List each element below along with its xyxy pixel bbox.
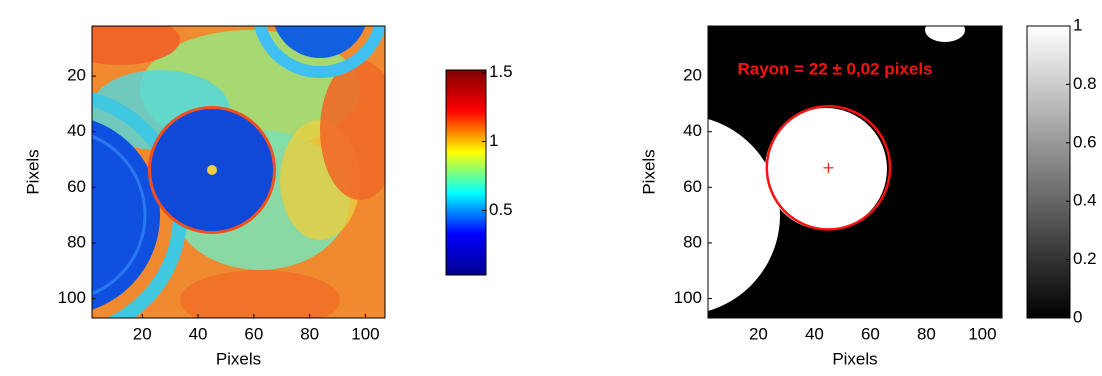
colorbar-tick-label: 1 (489, 131, 498, 150)
y-axis-label: Pixels (23, 149, 42, 194)
x-tick-label: 20 (749, 324, 768, 343)
colorbar-tick-label: 0.4 (1073, 191, 1097, 210)
colorbar (1026, 25, 1071, 319)
y-tick-label: 20 (67, 66, 86, 85)
x-tick-label: 100 (351, 324, 379, 343)
heatmap-image (708, 26, 1002, 318)
y-tick-label: 60 (683, 177, 702, 196)
x-tick-label: 60 (244, 324, 263, 343)
heatmap-image (92, 26, 385, 318)
colorbar-tick-label: 1.5 (489, 62, 513, 81)
x-tick-label: 40 (189, 324, 208, 343)
y-tick-label: 40 (67, 121, 86, 140)
axes-frame (707, 25, 1003, 319)
x-tick-label: 80 (917, 324, 936, 343)
colorbar-tick-label: 0 (1073, 307, 1082, 326)
x-tick-label: 80 (300, 324, 319, 343)
x-axis-label: Pixels (832, 349, 877, 368)
y-tick-label: 20 (683, 66, 702, 85)
y-tick-label: 80 (67, 232, 86, 251)
y-tick-label: 60 (67, 177, 86, 196)
colorbar-tick-label: 0.5 (489, 200, 513, 219)
x-tick-label: 20 (133, 324, 152, 343)
x-tick-label: 100 (968, 324, 996, 343)
y-axis-label: Pixels (639, 149, 658, 194)
fitted-circle (765, 104, 892, 231)
x-tick-label: 40 (805, 324, 824, 343)
annotation: Rayon = 22 ± 0,02 pixels (737, 59, 932, 78)
y-tick-label: 40 (683, 121, 702, 140)
y-tick-label: 100 (58, 288, 86, 307)
colorbar-tick-label: 1 (1073, 15, 1082, 34)
x-tick-label: 60 (861, 324, 880, 343)
x-axis-label: Pixels (216, 349, 261, 368)
colorbar-tick-label: 0.6 (1073, 132, 1097, 151)
circle-center (823, 162, 834, 173)
axes-frame (91, 25, 386, 319)
colorbar (445, 69, 487, 276)
y-tick-label: 100 (674, 288, 702, 307)
y-tick-label: 80 (683, 232, 702, 251)
colorbar-tick-label: 0.2 (1073, 249, 1097, 268)
colorbar-tick-label: 0.8 (1073, 74, 1097, 93)
